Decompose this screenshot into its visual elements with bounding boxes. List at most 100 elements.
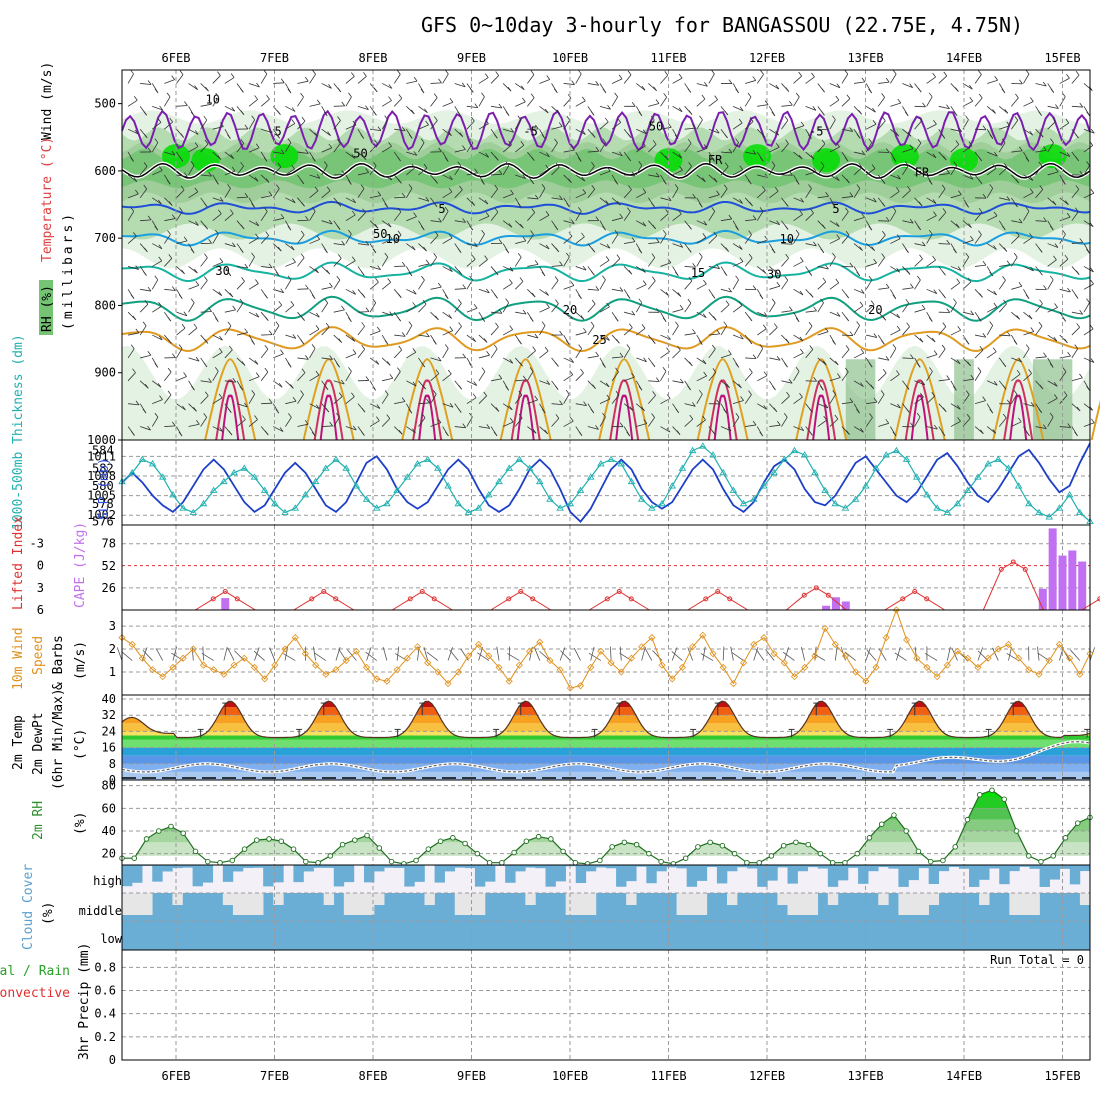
wind-barb-flag — [244, 263, 249, 269]
wind-barb — [212, 96, 220, 107]
cloud-mid-gap — [222, 893, 234, 905]
wind-barb-flag — [619, 151, 623, 157]
wind-barb — [962, 220, 972, 228]
wind-barb — [515, 83, 525, 91]
wind-barb-flag — [554, 385, 559, 390]
wind-barb-flag — [627, 70, 632, 76]
wind-barb-flag — [638, 161, 643, 166]
wind-barb — [575, 266, 587, 271]
wind-barb — [406, 167, 416, 176]
wind-barb — [817, 281, 827, 290]
wind-barb-flag — [263, 157, 268, 162]
precip-grid — [122, 950, 1090, 1060]
wind-barb-flag — [166, 179, 171, 185]
wind-barb — [599, 260, 610, 267]
wind-barb-flag — [433, 93, 438, 98]
wind-barb-flag — [374, 139, 378, 145]
wind-barb-flag — [882, 315, 887, 321]
wind-speed-marker — [332, 666, 340, 674]
wind-barb — [599, 121, 609, 130]
wind-barb-flag — [836, 234, 841, 239]
wind-barb-flag — [171, 286, 176, 291]
li-marker — [210, 596, 216, 602]
wind-barb — [212, 334, 223, 341]
wind-barb-flag — [217, 71, 221, 76]
wind-barb-flag — [885, 419, 890, 424]
wind-barb-flag — [1052, 117, 1056, 122]
wind-barb — [333, 380, 345, 385]
thickness-marker — [963, 486, 972, 493]
thickness-marker — [546, 495, 554, 502]
isotherm-label: -5 — [809, 125, 823, 139]
wind10-barb — [447, 647, 453, 661]
wind-barb-flag — [615, 390, 620, 396]
wind-speed-marker — [689, 643, 697, 651]
wind-barb — [890, 73, 897, 84]
wind-barb — [1047, 279, 1054, 290]
wind-barb-flag — [748, 339, 753, 345]
wind-barb-flag — [1075, 207, 1079, 213]
wind-barb-flag — [692, 402, 696, 407]
li-curve — [490, 590, 552, 611]
wind-barb-flag — [928, 92, 933, 98]
rh-marker — [560, 848, 566, 855]
rh-marker — [609, 844, 615, 850]
wind-barb-flag — [692, 123, 696, 129]
wind-barb — [345, 124, 357, 130]
wind-barb — [684, 418, 694, 427]
wind-barb — [902, 189, 911, 199]
li-curve — [1081, 598, 1100, 611]
wind-barb-flag — [595, 351, 600, 357]
wind-barb-flag — [275, 271, 280, 277]
wind-barb — [248, 174, 259, 182]
wind-barb — [333, 309, 345, 313]
wind-barb-flag — [1025, 69, 1030, 75]
rh-band — [122, 797, 1090, 809]
wind-barb — [636, 357, 647, 363]
wind-barb — [817, 331, 829, 336]
wind-barb-flag — [372, 248, 377, 254]
wind-barb — [527, 263, 539, 267]
rh-marker — [682, 855, 689, 861]
wind-barb — [805, 325, 813, 336]
wind-barb — [1011, 421, 1022, 427]
wind-barb — [587, 325, 595, 336]
wind-barb-flag — [1075, 185, 1080, 190]
wind-barb — [1083, 357, 1095, 363]
rh-marker — [156, 828, 162, 834]
wind-barb-flag — [1090, 267, 1094, 273]
wind-barb-flag — [759, 294, 764, 300]
wind-barb — [357, 243, 369, 246]
wind-barb-flag — [643, 357, 647, 363]
wind-barb-flag — [978, 93, 983, 99]
wind-barb-flag — [836, 312, 841, 317]
wind-barb-flag — [311, 207, 316, 212]
wind-barb — [381, 256, 389, 267]
wind-barb-flag — [968, 141, 973, 146]
wind-barb — [151, 416, 159, 427]
wind-barb — [781, 243, 793, 245]
wind-barb-flag — [421, 413, 426, 418]
wind-barb — [732, 142, 739, 153]
wind-barb-flag — [544, 346, 549, 352]
wind-barb — [805, 212, 814, 221]
wind-barb-flag — [311, 344, 316, 349]
li-marker — [530, 596, 536, 602]
rh-marker — [842, 859, 848, 866]
cloud-high-bar — [1009, 865, 1020, 872]
wind-barb — [781, 310, 793, 313]
wind-speed-marker — [648, 634, 656, 642]
rh-bands — [122, 790, 1090, 856]
thickness-marker — [770, 468, 778, 476]
wind-barb-flag — [977, 367, 982, 372]
cloud-grid — [122, 865, 1090, 950]
wind-barb — [345, 396, 355, 404]
wind-barb — [853, 243, 863, 251]
wind-barb — [720, 380, 730, 389]
wind-barb — [466, 105, 478, 109]
wind-barb — [369, 357, 380, 365]
wind-barb-flag — [251, 203, 255, 208]
wind-barb-flag — [595, 216, 600, 221]
wind-barb-flag — [917, 87, 922, 93]
wind-barb-flag — [907, 131, 912, 137]
